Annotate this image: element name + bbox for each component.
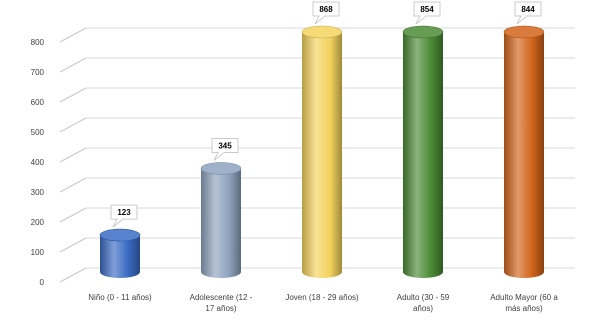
bar-body	[100, 235, 140, 278]
bar-top	[301, 25, 343, 39]
gridline-diag	[59, 117, 87, 133]
data-label-text: 868	[319, 5, 333, 14]
data-label-box	[514, 1, 542, 17]
y-tick-label: 700	[31, 68, 45, 77]
x-tick-label: Adulto (30 - 59 años)	[397, 293, 450, 313]
data-label-pointer	[415, 15, 428, 25]
bar-2	[200, 162, 242, 278]
y-tick-label: 300	[31, 188, 45, 197]
bar-4	[402, 25, 444, 278]
y-tick-label: 0	[40, 278, 45, 287]
data-label-box	[211, 138, 239, 153]
data-label-2: 345	[211, 138, 239, 161]
data-label-text: 854	[420, 5, 434, 14]
y-axis: 0 100 200 300 400 500 600 700 800	[31, 38, 45, 287]
bar-body	[302, 32, 342, 278]
data-label-4: 854	[413, 1, 441, 25]
y-tick-label: 100	[31, 248, 45, 257]
data-label-box	[413, 1, 441, 17]
data-labels: 123 345 868 854 844	[110, 1, 542, 228]
data-label-text: 345	[218, 142, 232, 151]
data-label-3: 868	[312, 1, 340, 25]
x-tick-label: Joven (18 - 29 años)	[285, 293, 359, 302]
bar-1	[99, 228, 141, 278]
x-tick-label: Adulto Mayor (60 a más años)	[490, 293, 558, 313]
data-label-box	[312, 1, 340, 17]
gridline-diag	[59, 177, 87, 193]
bar-top	[99, 228, 141, 242]
data-label-5: 844	[514, 1, 542, 25]
x-tick-label: Niño (0 - 11 años)	[88, 293, 152, 302]
gridline-diag	[59, 87, 87, 103]
bar-body	[403, 32, 443, 278]
bar-top	[503, 25, 545, 39]
data-label-text: 844	[521, 5, 535, 14]
data-label-pointer	[112, 218, 125, 228]
data-label-text: 123	[117, 208, 131, 217]
gridline-diag	[59, 207, 87, 223]
data-label-box	[110, 204, 138, 220]
y-tick-label: 800	[31, 38, 45, 47]
bar-top	[402, 25, 444, 39]
data-label-pointer	[516, 15, 529, 25]
data-label-1: 123	[110, 204, 138, 228]
data-label-pointer	[213, 152, 226, 161]
y-tick-label: 500	[31, 128, 45, 137]
bar-5	[503, 25, 545, 278]
gridline-diag	[59, 27, 87, 43]
bar-3	[301, 25, 343, 278]
y-tick-label: 400	[31, 158, 45, 167]
x-axis: Niño (0 - 11 años) Adolescente (12 -17 añ…	[88, 293, 558, 313]
data-label-pointer	[314, 15, 327, 25]
gridline-diag	[59, 237, 87, 253]
bar-body	[504, 32, 544, 278]
bars	[99, 25, 545, 278]
x-tick-label: Adolescente (12 -17 años)	[190, 293, 253, 313]
bar-body	[201, 168, 241, 278]
gridline-diag	[59, 57, 87, 73]
y-tick-label: 200	[31, 218, 45, 227]
gridline-diag	[59, 267, 87, 283]
gridline-diag	[59, 147, 87, 163]
y-tick-label: 600	[31, 98, 45, 107]
bar-top	[200, 162, 242, 175]
